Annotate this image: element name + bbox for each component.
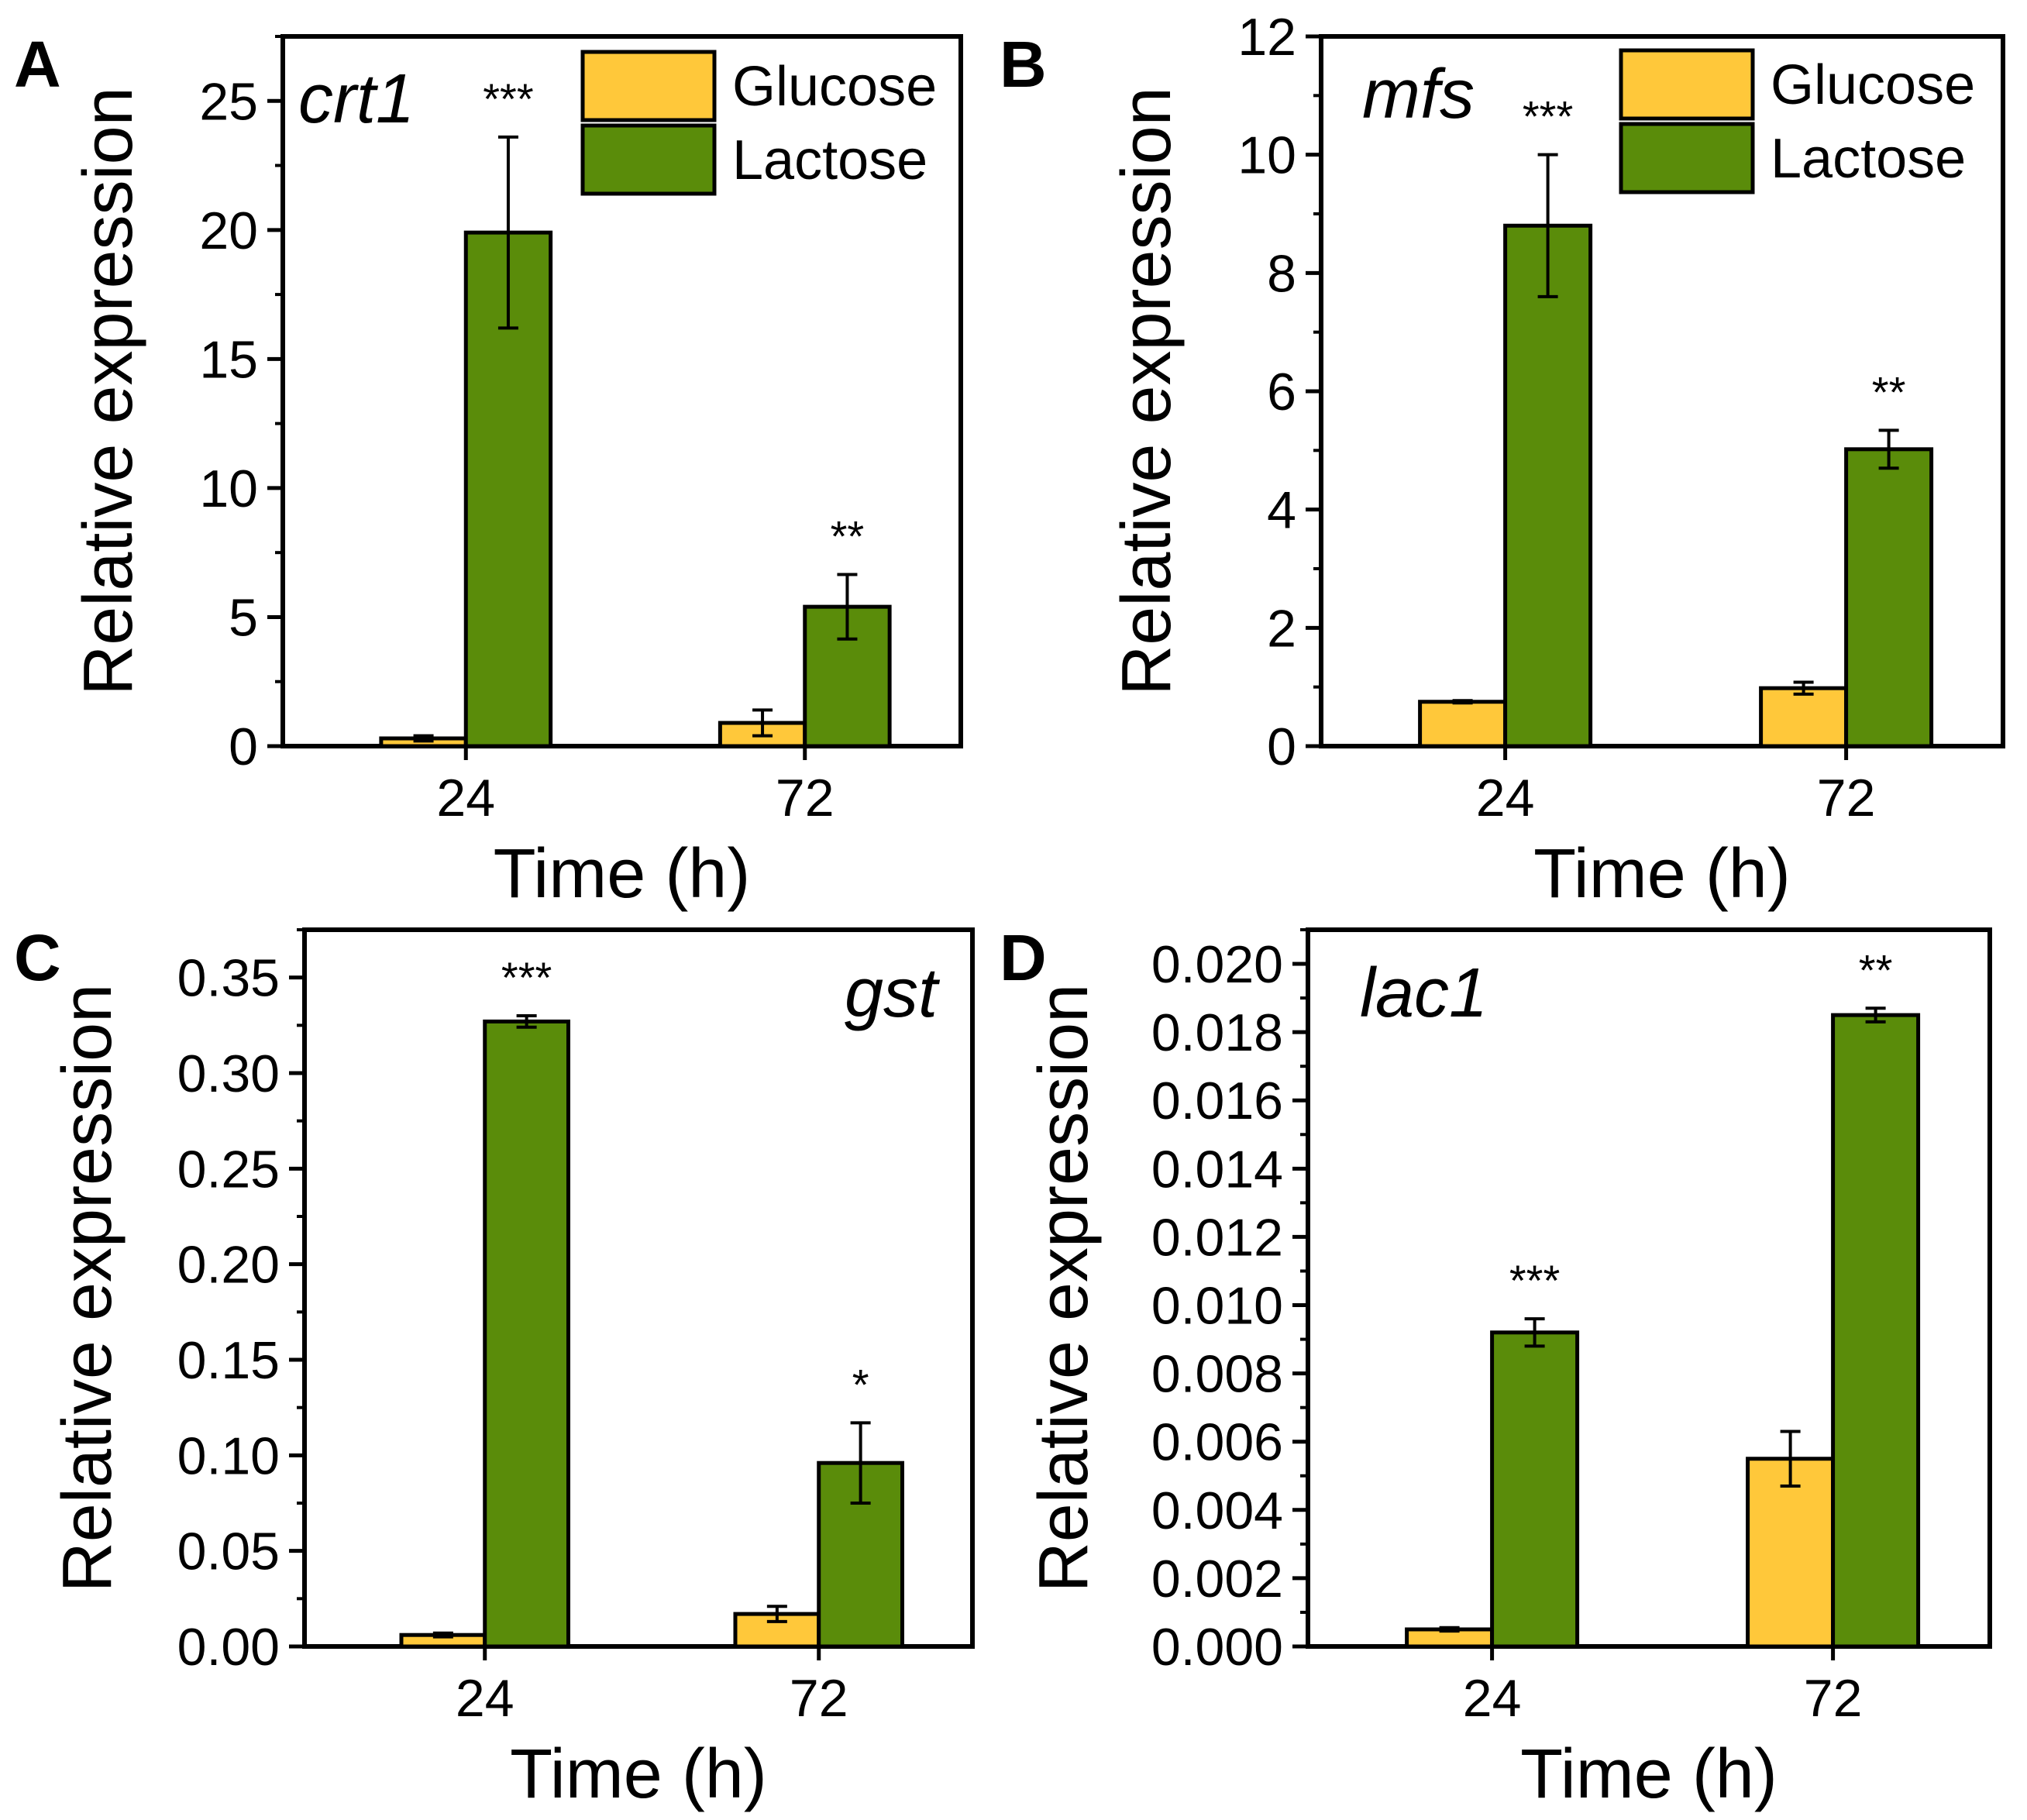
legend: Glucose Lactose bbox=[580, 50, 937, 196]
y-tick-label: 0.016 bbox=[1151, 1072, 1283, 1130]
x-axis-title: Time (h) bbox=[510, 1736, 767, 1813]
y-tick-label: 10 bbox=[199, 459, 258, 518]
x-axis-title: Time (h) bbox=[1533, 835, 1791, 913]
y-tick-label: 0.014 bbox=[1151, 1140, 1283, 1199]
legend-label-lactose: Lactose bbox=[1771, 128, 1966, 190]
y-tick-label: 6 bbox=[1267, 363, 1296, 421]
y-tick-label: 0.15 bbox=[177, 1331, 280, 1390]
plot-frame bbox=[1306, 927, 1992, 1649]
panel-a: A 0 5 10 15 20 25 Relative expression 24 72 Time (… bbox=[14, 28, 963, 913]
y-tick-label: 0.20 bbox=[177, 1236, 280, 1295]
y-tick-label: 4 bbox=[1267, 481, 1296, 540]
bar-glucose-24 bbox=[1418, 700, 1508, 748]
y-tick-label: 0.004 bbox=[1151, 1481, 1283, 1540]
y-tick-label: 20 bbox=[199, 201, 258, 260]
plot-frame bbox=[280, 34, 963, 748]
y-tick-label: 0.020 bbox=[1151, 935, 1283, 994]
bar-lactose-24 bbox=[483, 1019, 570, 1649]
y-axis-title: Relative expression bbox=[49, 984, 126, 1592]
significance-label: ** bbox=[831, 511, 865, 560]
y-tick-label: 12 bbox=[1237, 8, 1296, 67]
x-tick-label: 72 bbox=[790, 1669, 848, 1728]
y-tick-label: 15 bbox=[199, 330, 258, 389]
significance-label: * bbox=[852, 1360, 869, 1409]
bar-glucose-72 bbox=[733, 1612, 821, 1649]
y-tick-label: 0.00 bbox=[177, 1618, 280, 1677]
gene-label: gst bbox=[845, 955, 941, 1032]
y-tick-label: 0.10 bbox=[177, 1426, 280, 1485]
legend-swatch-lactose bbox=[1619, 122, 1755, 194]
gene-label: crt1 bbox=[298, 60, 415, 138]
legend-swatch-glucose bbox=[580, 50, 717, 122]
y-tick-label: 8 bbox=[1267, 244, 1296, 303]
panel-d: D 0.000 0.002 0.004 0.006 0.008 0.010 0.012 0.01… bbox=[1000, 921, 1992, 1813]
y-tick-label: 0.05 bbox=[177, 1522, 280, 1581]
plot-frame bbox=[302, 927, 975, 1649]
x-tick-label: 24 bbox=[456, 1669, 514, 1728]
x-tick-label: 24 bbox=[436, 769, 495, 827]
x-tick-label: 72 bbox=[1817, 769, 1876, 827]
legend-swatch-glucose bbox=[1619, 48, 1755, 121]
significance-label: *** bbox=[1523, 92, 1573, 141]
y-tick-label: 0.006 bbox=[1151, 1413, 1283, 1472]
significance-label: *** bbox=[1509, 1256, 1560, 1305]
x-tick-label: 72 bbox=[776, 769, 835, 827]
panel-label: D bbox=[1000, 921, 1047, 994]
x-axis-title: Time (h) bbox=[494, 835, 751, 913]
y-tick-label: 0.002 bbox=[1151, 1550, 1283, 1608]
legend: Glucose Lactose bbox=[1619, 48, 1975, 194]
y-tick-label: 0.25 bbox=[177, 1140, 280, 1199]
y-axis-title: Relative expression bbox=[1108, 87, 1186, 695]
significance-label: ** bbox=[1859, 945, 1893, 994]
legend-label-glucose: Glucose bbox=[732, 56, 937, 118]
bar-lactose-72 bbox=[1844, 447, 1934, 748]
significance-label: ** bbox=[1872, 367, 1906, 416]
x-tick-label: 24 bbox=[1463, 1669, 1522, 1728]
y-tick-label: 0.008 bbox=[1151, 1345, 1283, 1404]
y-axis-title: Relative expression bbox=[70, 87, 147, 695]
gene-label: lac1 bbox=[1360, 955, 1488, 1032]
x-tick-label: 24 bbox=[1476, 769, 1535, 827]
legend-label-glucose: Glucose bbox=[1771, 54, 1975, 116]
panel-c: C 0.00 0.05 0.10 0.15 0.20 0.25 0.30 0.35 Relativ… bbox=[14, 921, 975, 1813]
x-axis-title: Time (h) bbox=[1520, 1736, 1777, 1813]
y-tick-label: 10 bbox=[1237, 126, 1296, 185]
significance-label: *** bbox=[483, 74, 533, 123]
bar-lactose-72 bbox=[1831, 1013, 1921, 1649]
panel-label: C bbox=[14, 921, 61, 994]
significance-label: *** bbox=[501, 953, 552, 1002]
y-tick-label: 0.012 bbox=[1151, 1208, 1283, 1267]
y-tick-label: 2 bbox=[1267, 599, 1296, 658]
y-tick-label: 5 bbox=[229, 588, 258, 647]
y-tick-label: 0 bbox=[229, 717, 258, 776]
y-tick-label: 25 bbox=[199, 72, 258, 131]
x-tick-label: 72 bbox=[1804, 1669, 1863, 1728]
gene-label: mfs bbox=[1362, 56, 1475, 133]
bar-lactose-24 bbox=[1490, 1330, 1580, 1649]
y-tick-label: 0.018 bbox=[1151, 1003, 1283, 1062]
legend-swatch-lactose bbox=[580, 123, 717, 196]
y-tick-label: 0.010 bbox=[1151, 1277, 1283, 1336]
y-tick-label: 0.35 bbox=[177, 949, 280, 1008]
y-axis-title: Relative expression bbox=[1025, 984, 1103, 1592]
y-tick-label: 0 bbox=[1267, 717, 1296, 776]
legend-label-lactose: Lactose bbox=[732, 129, 927, 191]
bar-lactose-24 bbox=[1503, 223, 1593, 748]
y-tick-label: 0.30 bbox=[177, 1044, 280, 1103]
panel-label: B bbox=[1000, 28, 1047, 101]
panel-label: A bbox=[14, 28, 61, 101]
bar-glucose-72 bbox=[1759, 686, 1849, 748]
y-tick-label: 0.000 bbox=[1151, 1618, 1283, 1677]
